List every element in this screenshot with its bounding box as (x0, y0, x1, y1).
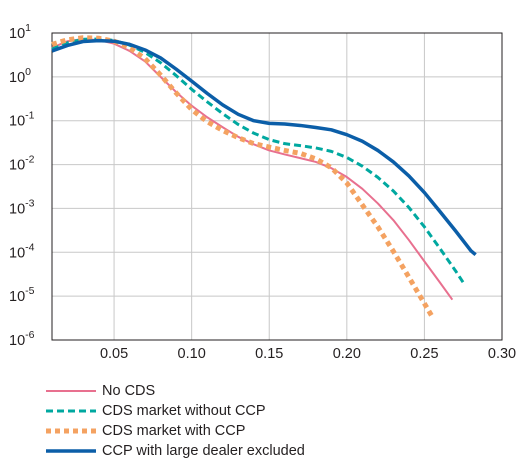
legend-label: No CDS (102, 383, 156, 399)
y-tick-label: 10-4 (9, 241, 35, 261)
legend-item: CDS market without CCP (46, 401, 305, 421)
y-tick-exponent: -6 (25, 329, 34, 341)
legend-swatch-cds-with-ccp (46, 428, 96, 434)
y-tick-label: 10-2 (9, 154, 35, 174)
y-tick-label: 100 (9, 66, 31, 86)
y-tick-exponent: -4 (25, 241, 34, 253)
y-tick-base: 10 (9, 201, 25, 217)
y-tick-exponent: -2 (25, 154, 34, 166)
x-tick-label: 0.20 (333, 346, 361, 362)
series-line-no-cds (51, 37, 454, 301)
series-line-ccp-with-large-dealer-excluded (51, 38, 477, 257)
y-tick-base: 10 (9, 70, 25, 86)
grid (52, 33, 502, 340)
series-layer (51, 35, 477, 318)
legend-swatch-no-cds (46, 390, 96, 392)
y-tick-base: 10 (9, 289, 25, 305)
y-tick-base: 10 (9, 245, 25, 261)
y-tick-label: 101 (9, 22, 31, 42)
x-tick-label: 0.05 (100, 346, 128, 362)
y-tick-base: 10 (9, 26, 25, 42)
x-tick-label: 0.25 (410, 346, 438, 362)
x-axis-ticks: 0.05 0.10 0.15 0.20 0.25 0.30 (100, 346, 516, 362)
legend-label: CCP with large dealer excluded (102, 443, 305, 459)
legend-item: CCP with large dealer excluded (46, 441, 305, 461)
y-tick-label: 10-3 (9, 197, 35, 217)
chart: 0.05 0.10 0.15 0.20 0.25 0.30 10110010-110-21… (9, 22, 516, 362)
y-tick-base: 10 (9, 114, 25, 130)
y-tick-base: 10 (9, 158, 25, 174)
y-tick-exponent: 0 (25, 66, 31, 78)
x-tick-label: 0.10 (178, 346, 206, 362)
y-tick-label: 10-6 (9, 329, 35, 349)
legend-swatch-cds-without-ccp (46, 409, 96, 413)
y-tick-exponent: -3 (25, 197, 34, 209)
legend-item: No CDS (46, 381, 305, 401)
y-tick-label: 10-1 (9, 110, 35, 130)
x-tick-label: 0.15 (255, 346, 283, 362)
legend-label: CDS market without CCP (102, 403, 266, 419)
y-tick-base: 10 (9, 333, 25, 349)
legend-swatch-ccp-large-dealer-excluded (46, 449, 96, 453)
y-tick-exponent: -5 (25, 285, 34, 297)
legend-item: CDS market with CCP (46, 421, 305, 441)
y-tick-exponent: -1 (25, 110, 34, 122)
legend: No CDS CDS market without CCP CDS market… (46, 381, 305, 461)
legend-label: CDS market with CCP (102, 423, 246, 439)
plot-frame (51, 32, 503, 341)
y-tick-exponent: 1 (25, 22, 31, 34)
x-tick-label: 0.30 (488, 346, 516, 362)
y-tick-label: 10-5 (9, 285, 35, 305)
